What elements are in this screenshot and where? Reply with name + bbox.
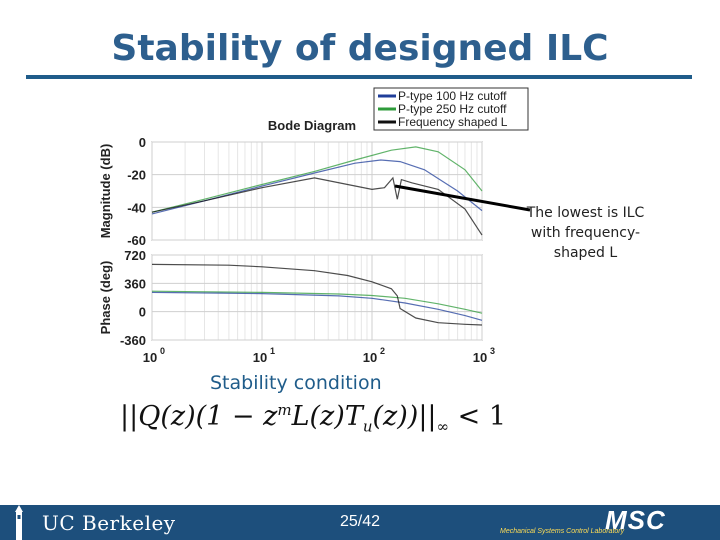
- campanile-tower-icon: [15, 505, 23, 540]
- equation-exponent: m: [277, 401, 292, 419]
- magnitude-plot-frame: [151, 141, 483, 241]
- msc-lab-logo: MSC: [605, 505, 666, 535]
- bode-diagram: 0 -20 -40 -60 Magnitude (dB) 720 360 0 -360 Phas…: [98, 87, 531, 365]
- magnitude-series-line: [151, 176, 483, 236]
- xtick-label: 10: [253, 350, 267, 365]
- stability-equation: ||Q(z)(1 − zmL(z)Tu(z))||∞ < 1: [120, 401, 506, 435]
- equation-sub-inf: ∞: [436, 417, 450, 436]
- magnitude-series-line: [151, 146, 483, 213]
- xtick-exponent: 2: [380, 346, 385, 356]
- footer-bar: [0, 505, 720, 540]
- xtick-exponent: 1: [270, 346, 275, 356]
- title-underline: [26, 75, 692, 79]
- magnitude-ytick-label: -40: [127, 200, 146, 215]
- phase-ytick-label: 360: [124, 276, 146, 291]
- msc-lab-subtitle: Mechanical Systems Control Laboratory: [500, 528, 625, 535]
- page-number: 25/42: [340, 513, 381, 530]
- stability-condition-label: Stability condition: [210, 372, 382, 394]
- xtick-label: 10: [473, 350, 487, 365]
- magnitude-series-line: [151, 159, 483, 215]
- equation-rhs: < 1: [449, 401, 506, 432]
- legend-label: Frequency shaped L: [398, 115, 508, 129]
- xtick-label: 10: [143, 350, 157, 365]
- phase-ytick-label: -360: [120, 333, 146, 348]
- phase-series-line: [151, 263, 483, 326]
- xtick-label: 10: [363, 350, 377, 365]
- uc-berkeley-logo: UC Berkeley: [42, 511, 176, 535]
- legend-box: [373, 87, 529, 131]
- equation-sub-u: u: [362, 417, 373, 436]
- slide-title: Stability of designed ILC: [111, 28, 609, 69]
- chart-title: Bode Diagram: [268, 118, 356, 133]
- magnitude-ytick-label: 0: [139, 135, 146, 150]
- callout-pointer: [394, 184, 531, 212]
- magnitude-panel: 0 -20 -40 -60 Magnitude (dB): [98, 135, 483, 248]
- magnitude-ylabel: Magnitude (dB): [98, 144, 113, 239]
- magnitude-ytick-label: -20: [127, 168, 146, 183]
- equation-part-b: L(z)T: [291, 401, 363, 432]
- phase-plot-frame: [151, 254, 483, 341]
- phase-series-line: [151, 290, 483, 314]
- legend-label: P-type 100 Hz cutoff: [398, 89, 507, 103]
- legend-label: P-type 250 Hz cutoff: [398, 102, 507, 116]
- xtick-exponent: 0: [160, 346, 165, 356]
- callout-text: The lowest is ILC with frequency-shaped …: [526, 205, 645, 261]
- xtick-exponent: 3: [490, 346, 495, 356]
- equation-part-c: (z))||: [372, 401, 437, 432]
- magnitude-ytick-label: -60: [127, 233, 146, 248]
- equation-part-a: ||Q(z)(1 − z: [120, 401, 278, 432]
- phase-ylabel: Phase (deg): [98, 261, 113, 335]
- phase-series-line: [151, 291, 483, 321]
- phase-ytick-label: 720: [124, 248, 146, 263]
- phase-ytick-label: 0: [139, 305, 146, 320]
